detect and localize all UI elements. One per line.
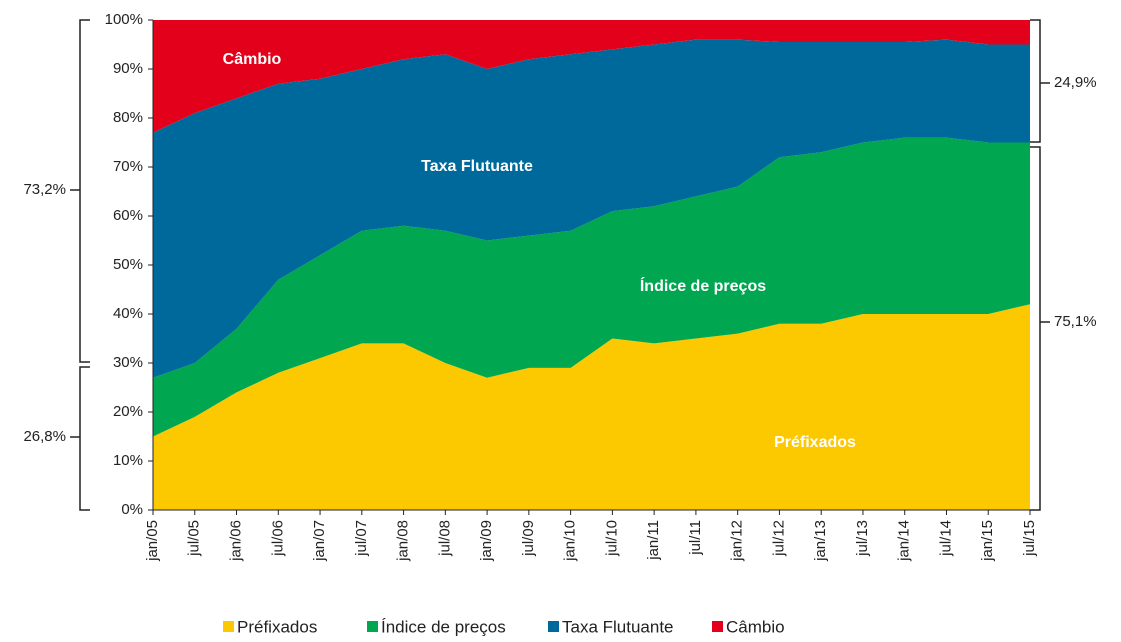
- x-tick-label: jul/07: [353, 520, 370, 557]
- y-tick-label: 30%: [113, 354, 143, 371]
- y-tick-label: 20%: [113, 403, 143, 420]
- y-tick-label: 70%: [113, 158, 143, 175]
- x-tick-label: jul/14: [937, 520, 954, 557]
- y-tick-label: 80%: [113, 109, 143, 126]
- legend-label: Índice de preços: [381, 617, 506, 636]
- area-label: Taxa Flutuante: [421, 158, 533, 175]
- y-tick-label: 60%: [113, 207, 143, 224]
- y-tick-label: 40%: [113, 305, 143, 322]
- x-tick-label: jan/09: [478, 520, 495, 562]
- x-tick-label: jan/08: [395, 520, 412, 562]
- bracket: [79, 366, 90, 511]
- bracket: [1030, 146, 1041, 511]
- legend-swatch: [223, 621, 234, 632]
- area: [153, 304, 1030, 510]
- x-tick-label: jul/05: [186, 520, 203, 557]
- legend-swatch: [712, 621, 723, 632]
- legend-swatch: [548, 621, 559, 632]
- x-tick-label: jan/14: [896, 520, 913, 562]
- area-label: Préfixados: [774, 434, 856, 451]
- legend-label: Câmbio: [726, 617, 785, 636]
- x-tick-label: jan/07: [311, 520, 328, 562]
- annotation: 73,2%: [23, 181, 66, 198]
- y-tick-label: 100%: [105, 11, 143, 28]
- x-tick-label: jul/15: [1021, 520, 1038, 557]
- legend-label: Taxa Flutuante: [562, 617, 674, 636]
- annotation: 26,8%: [23, 428, 66, 445]
- y-tick-label: 10%: [113, 452, 143, 469]
- annotation: 75,1%: [1054, 313, 1097, 330]
- area: [153, 20, 1030, 133]
- x-tick-label: jul/10: [603, 520, 620, 557]
- x-tick-label: jan/12: [729, 520, 746, 562]
- y-tick-label: 50%: [113, 256, 143, 273]
- x-tick-label: jul/09: [520, 520, 537, 557]
- x-tick-label: jul/13: [854, 520, 871, 557]
- x-tick-label: jul/11: [687, 520, 704, 556]
- x-tick-label: jan/10: [562, 520, 579, 562]
- x-tick-label: jul/06: [269, 520, 286, 557]
- area-label: Índice de preços: [640, 276, 766, 295]
- area: [153, 39, 1030, 378]
- x-tick-label: jan/13: [812, 520, 829, 562]
- x-tick-label: jul/12: [770, 520, 787, 557]
- x-tick-label: jan/05: [144, 520, 161, 562]
- x-tick-label: jul/08: [436, 520, 453, 557]
- area-label: Câmbio: [223, 51, 282, 68]
- bracket: [1030, 19, 1041, 143]
- annotation: 24,9%: [1054, 74, 1097, 91]
- x-tick-label: jan/06: [227, 520, 244, 562]
- y-tick-label: 0%: [121, 501, 143, 518]
- x-tick-label: jan/15: [979, 520, 996, 562]
- x-tick-label: jan/11: [645, 520, 662, 561]
- legend-swatch: [367, 621, 378, 632]
- area: [153, 137, 1030, 437]
- y-tick-label: 90%: [113, 60, 143, 77]
- bracket: [79, 19, 90, 363]
- legend-label: Préfixados: [237, 617, 317, 636]
